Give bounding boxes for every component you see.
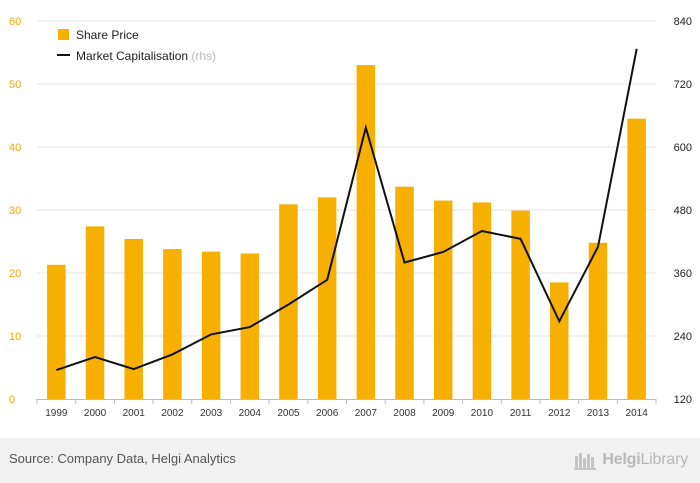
x-tick-label-2002: 2002 — [161, 408, 184, 419]
bar-2002 — [163, 249, 182, 399]
source-note: Source: Company Data, Helgi Analytics — [9, 451, 236, 466]
legend-label-share-price: Share Price — [76, 28, 139, 42]
market-cap-line — [55, 48, 638, 372]
bar-2013 — [588, 242, 608, 399]
y-right-tick-600: 600 — [674, 142, 692, 154]
bar-2003 — [201, 251, 221, 399]
y-left-tick-0: 0 — [9, 394, 15, 406]
y-left-tick-20: 20 — [9, 268, 21, 280]
legend-swatch-share-price — [58, 29, 69, 40]
y-right-tick-720: 720 — [674, 79, 692, 91]
market-cap-series-line — [55, 48, 638, 372]
bar-2010 — [472, 202, 492, 399]
y-left-tick-60: 60 — [9, 16, 21, 28]
x-tick-label-2005: 2005 — [277, 408, 300, 419]
x-tick-label-2003: 2003 — [200, 408, 223, 419]
bar-2011 — [511, 210, 530, 399]
bar-2014 — [627, 118, 646, 400]
brand-suffix: Library — [640, 451, 688, 468]
bar-2012 — [550, 282, 569, 399]
bar-2000 — [85, 226, 105, 399]
bar-2007 — [356, 65, 376, 399]
y-left-tick-10: 10 — [9, 331, 21, 343]
combo-chart: 1999 2000 2001 2002 2003 2004 2005 2006 2007 2008… — [9, 16, 692, 419]
x-tick-label-2001: 2001 — [123, 408, 146, 419]
y-right-tick-240: 240 — [674, 331, 692, 343]
y-right-tick-840: 840 — [674, 16, 692, 28]
legend: Share Price Market Capitalisation (rhs) — [57, 28, 216, 63]
bar-2006 — [317, 197, 337, 399]
x-tick-label-2004: 2004 — [239, 408, 262, 419]
x-tick-label-2014: 2014 — [626, 408, 649, 419]
x-tick-label-2000: 2000 — [84, 408, 107, 419]
x-tick-label-2007: 2007 — [355, 408, 378, 419]
bar-2008 — [395, 186, 414, 399]
share-price-bars — [47, 65, 646, 400]
brand-name: HelgiLibrary — [602, 451, 688, 469]
footer-bar: Source: Company Data, Helgi Analytics He… — [0, 438, 700, 483]
bar-2001 — [124, 238, 143, 399]
axes: 1999 2000 2001 2002 2003 2004 2005 2006 2007 2008… — [9, 16, 692, 419]
x-tick-label-2012: 2012 — [548, 408, 571, 419]
bar-1999 — [47, 264, 66, 399]
library-icon — [574, 453, 597, 470]
y-right-tick-360: 360 — [674, 268, 692, 280]
bar-2005 — [279, 204, 298, 399]
x-tick-label-2013: 2013 — [587, 408, 610, 419]
x-tick-label-2010: 2010 — [471, 408, 494, 419]
y-left-tick-40: 40 — [9, 142, 21, 154]
legend-label-market-cap: Market Capitalisation (rhs) — [76, 49, 216, 63]
brand-prefix: Helgi — [602, 451, 641, 468]
legend-rhs-suffix: (rhs) — [191, 49, 216, 63]
y-right-tick-480: 480 — [674, 205, 692, 217]
bar-2009 — [433, 200, 453, 399]
x-tick-label-2009: 2009 — [432, 408, 455, 419]
x-tick-label-2008: 2008 — [393, 408, 416, 419]
brand-logo: HelgiLibrary — [574, 448, 688, 472]
y-right-tick-120: 120 — [674, 394, 692, 406]
x-tick-label-2006: 2006 — [316, 408, 339, 419]
x-tick-label-2011: 2011 — [510, 408, 532, 419]
x-tick-label-1999: 1999 — [45, 408, 68, 419]
y-left-tick-30: 30 — [9, 205, 21, 217]
y-left-tick-50: 50 — [9, 79, 21, 91]
